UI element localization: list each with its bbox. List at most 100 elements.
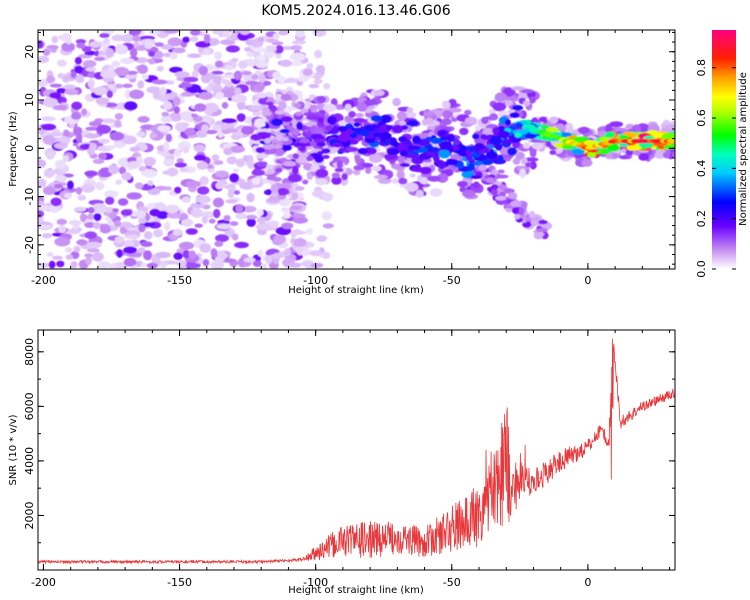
- heatmap-blob: [462, 189, 476, 198]
- heatmap-blob: [38, 216, 44, 224]
- heatmap-blob: [497, 130, 510, 138]
- heatmap-blob: [430, 137, 444, 144]
- heatmap-blob: [254, 120, 266, 128]
- heatmap-blob: [60, 33, 72, 43]
- heatmap-blob: [313, 78, 323, 85]
- heatmap-blob: [371, 165, 382, 172]
- snr-y-ticks: 2000 4000 6000 8000: [23, 338, 675, 544]
- heatmap-blob: [292, 142, 305, 147]
- heatmap-blob: [295, 186, 305, 191]
- snr-frame: [37, 329, 676, 571]
- heatmap-blob: [121, 136, 137, 145]
- heatmap-blob: [235, 213, 248, 220]
- heatmap-blob: [497, 154, 504, 164]
- heatmap-blob: [213, 51, 223, 60]
- heatmap-blob: [322, 192, 334, 202]
- heatmap-blob: [149, 132, 158, 139]
- heatmap-blob: [561, 144, 575, 150]
- heatmap-blob: [194, 223, 203, 228]
- heatmap-blob: [129, 47, 138, 58]
- heatmap-blob: [266, 197, 280, 203]
- heatmap-blob: [183, 76, 199, 83]
- heatmap-blob: [338, 147, 347, 152]
- heatmap-blob: [80, 183, 95, 193]
- heatmap-blob: [149, 30, 161, 35]
- heatmap-blob: [173, 148, 182, 158]
- heatmap-blob: [215, 170, 229, 178]
- heatmap-blob: [442, 101, 451, 109]
- heatmap-blob: [275, 45, 284, 54]
- heatmap-blob: [370, 115, 383, 122]
- chart-title: KOM5.2024.016.13.46.G06: [261, 3, 450, 19]
- heatmap-blob: [144, 39, 153, 50]
- heatmap-blob: [126, 192, 142, 200]
- heatmap-blob: [604, 131, 616, 138]
- heatmap-blob: [254, 92, 268, 99]
- heatmap-blob: [74, 206, 87, 212]
- heatmap-blob: [117, 198, 129, 206]
- heatmap-blob: [527, 157, 539, 162]
- heatmap-blob: [73, 126, 83, 135]
- heatmap-blob: [281, 222, 294, 230]
- heatmap-blob: [75, 74, 85, 84]
- heatmap-blob: [474, 142, 485, 151]
- heatmap-blob: [207, 37, 220, 46]
- heatmap-blob: [231, 94, 247, 103]
- heatmap-blob: [52, 255, 63, 260]
- heatmap-blob: [537, 220, 548, 225]
- heatmap-blob: [235, 204, 244, 214]
- heatmap-blob: [146, 86, 161, 94]
- y-tick-label: 20: [23, 45, 36, 59]
- heatmap-blob: [275, 167, 283, 173]
- heatmap-blob: [161, 111, 170, 117]
- heatmap-blob: [356, 102, 368, 112]
- heatmap-blob: [188, 250, 196, 259]
- heatmap-blob: [241, 205, 257, 213]
- heatmap-blob: [62, 155, 70, 162]
- heatmap-blob: [309, 105, 317, 110]
- heatmap-blob: [296, 121, 303, 131]
- heatmap-blob: [147, 180, 154, 187]
- heatmap-blob: [204, 129, 218, 135]
- heatmap-blob: [71, 112, 82, 120]
- heatmap-blob: [77, 194, 87, 201]
- heatmap-blob: [178, 241, 195, 250]
- heatmap-blob: [353, 165, 365, 171]
- heatmap-blob: [291, 192, 299, 200]
- snr-x-label: Height of straight line (km): [288, 585, 424, 596]
- heatmap-blob: [120, 209, 133, 217]
- heatmap-blob: [51, 35, 59, 44]
- heatmap-blob: [470, 175, 482, 179]
- heatmap-blob: [114, 236, 125, 244]
- heatmap-blob: [221, 118, 237, 124]
- heatmap-blob: [536, 228, 548, 233]
- heatmap-blob: [373, 174, 388, 180]
- heatmap-blob: [398, 120, 407, 126]
- heatmap-blob: [287, 106, 296, 111]
- heatmap-blob: [292, 230, 307, 236]
- heatmap-blob: [154, 42, 164, 47]
- heatmap-blob: [200, 115, 212, 124]
- heatmap-blob: [64, 88, 79, 96]
- heatmap-blob: [163, 158, 175, 167]
- heatmap-blob: [79, 213, 87, 222]
- heatmap-blob: [123, 101, 138, 111]
- heatmap-blob: [464, 109, 472, 116]
- heatmap-blob: [190, 208, 204, 218]
- heatmap-blob: [348, 111, 356, 118]
- heatmap-blob: [472, 133, 480, 140]
- heatmap-blob: [278, 101, 287, 110]
- heatmap-blob: [196, 161, 208, 170]
- heatmap-blob: [518, 214, 526, 219]
- heatmap-blob: [604, 123, 613, 134]
- heatmap-blob: [41, 233, 53, 239]
- heatmap-blob: [207, 168, 215, 173]
- heatmap-blob: [185, 228, 198, 235]
- heatmap-blob: [185, 262, 201, 269]
- heatmap-blob: [212, 197, 224, 208]
- heatmap-blob: [143, 250, 153, 261]
- heatmap-blob: [495, 195, 507, 201]
- heatmap-blob: [368, 153, 383, 164]
- heatmap-blob: [93, 212, 102, 222]
- heatmap-blob: [246, 192, 255, 203]
